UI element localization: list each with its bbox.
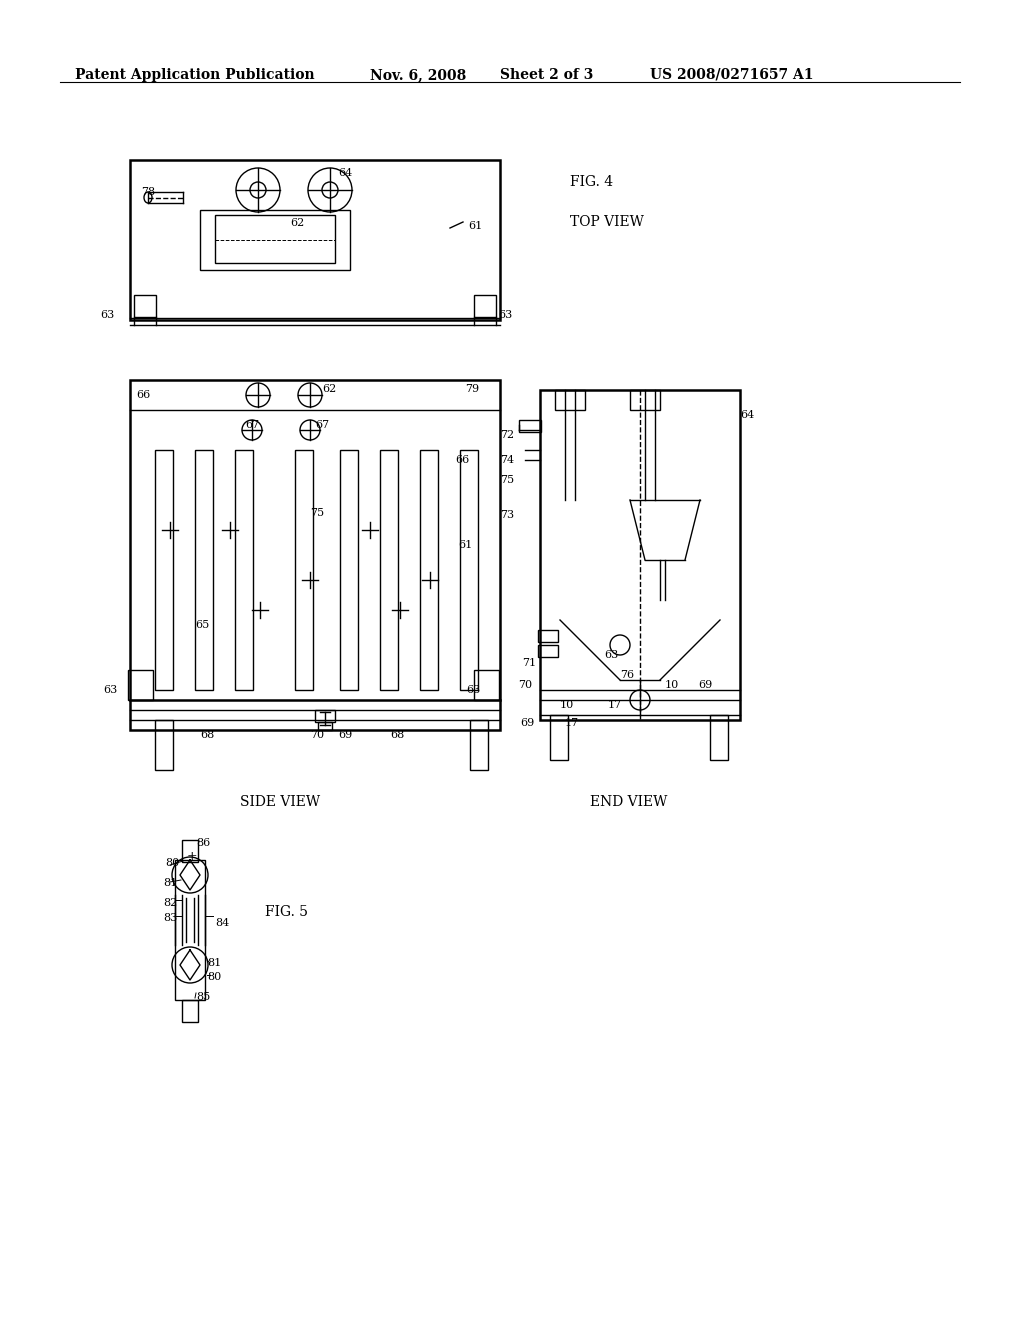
Bar xyxy=(420,450,438,690)
Text: 67: 67 xyxy=(245,420,259,430)
Text: SIDE VIEW: SIDE VIEW xyxy=(240,795,321,809)
Text: 64: 64 xyxy=(740,411,755,420)
Text: 79: 79 xyxy=(465,384,479,393)
Text: 81: 81 xyxy=(207,958,221,968)
Bar xyxy=(550,715,568,760)
Bar xyxy=(474,294,496,317)
Text: +: + xyxy=(187,850,198,863)
Bar xyxy=(474,671,499,700)
Text: 61: 61 xyxy=(468,220,482,231)
Text: 81: 81 xyxy=(163,878,177,888)
Bar xyxy=(215,215,335,263)
Text: TOP VIEW: TOP VIEW xyxy=(570,215,644,228)
Text: Patent Application Publication: Patent Application Publication xyxy=(75,69,314,82)
Bar xyxy=(340,450,358,690)
Text: 61: 61 xyxy=(458,540,472,550)
Bar xyxy=(555,389,585,411)
Text: 63: 63 xyxy=(103,685,118,696)
Bar xyxy=(519,420,541,432)
Bar xyxy=(318,722,332,730)
Text: US 2008/0271657 A1: US 2008/0271657 A1 xyxy=(650,69,813,82)
Bar xyxy=(538,645,558,657)
Text: 66: 66 xyxy=(136,389,151,400)
Text: Sheet 2 of 3: Sheet 2 of 3 xyxy=(500,69,593,82)
Text: 65: 65 xyxy=(195,620,209,630)
Bar xyxy=(155,719,173,770)
Bar xyxy=(710,715,728,760)
Bar xyxy=(380,450,398,690)
Text: 62: 62 xyxy=(322,384,336,393)
Bar xyxy=(460,450,478,690)
Text: 82: 82 xyxy=(163,898,177,908)
Bar xyxy=(234,450,253,690)
Text: 17: 17 xyxy=(608,700,623,710)
Text: 85: 85 xyxy=(196,993,210,1002)
Bar xyxy=(200,210,350,271)
Bar xyxy=(538,630,558,642)
Text: 70: 70 xyxy=(310,730,325,741)
Text: 74: 74 xyxy=(500,455,514,465)
Text: 10: 10 xyxy=(665,680,679,690)
Text: 80: 80 xyxy=(207,972,221,982)
Text: 64: 64 xyxy=(338,168,352,178)
Bar xyxy=(130,380,500,730)
Text: 72: 72 xyxy=(500,430,514,440)
Text: 68: 68 xyxy=(390,730,404,741)
Text: 63: 63 xyxy=(100,310,115,319)
Text: 76: 76 xyxy=(620,671,634,680)
Text: 70: 70 xyxy=(518,680,532,690)
Text: 69: 69 xyxy=(698,680,713,690)
Text: FIG. 5: FIG. 5 xyxy=(265,906,308,919)
Bar xyxy=(134,294,156,317)
Text: FIG. 4: FIG. 4 xyxy=(570,176,613,189)
Text: Nov. 6, 2008: Nov. 6, 2008 xyxy=(370,69,466,82)
Bar xyxy=(175,861,205,1001)
Text: 69: 69 xyxy=(520,718,535,729)
Text: 69: 69 xyxy=(338,730,352,741)
Text: 63: 63 xyxy=(604,649,618,660)
Text: 67: 67 xyxy=(315,420,329,430)
Bar xyxy=(630,389,660,411)
Text: 71: 71 xyxy=(522,657,537,668)
Bar xyxy=(540,389,740,719)
Text: 68: 68 xyxy=(200,730,214,741)
Text: 63: 63 xyxy=(498,310,512,319)
Bar xyxy=(128,671,153,700)
Text: 17: 17 xyxy=(565,718,580,729)
Text: 84: 84 xyxy=(215,917,229,928)
Bar xyxy=(130,160,500,319)
Text: 86: 86 xyxy=(196,838,210,847)
Bar xyxy=(295,450,313,690)
Text: 75: 75 xyxy=(500,475,514,484)
Text: 66: 66 xyxy=(455,455,469,465)
Bar xyxy=(470,719,488,770)
Text: 73: 73 xyxy=(500,510,514,520)
Bar xyxy=(315,710,335,722)
Bar xyxy=(195,450,213,690)
Text: 80: 80 xyxy=(165,858,179,869)
Text: END VIEW: END VIEW xyxy=(590,795,668,809)
Text: 75: 75 xyxy=(310,508,325,517)
Ellipse shape xyxy=(144,191,152,203)
Text: 78: 78 xyxy=(141,187,155,197)
Text: 10: 10 xyxy=(560,700,574,710)
Text: 63: 63 xyxy=(466,685,480,696)
Text: 62: 62 xyxy=(290,218,304,228)
Bar xyxy=(182,1001,198,1022)
Bar xyxy=(155,450,173,690)
Text: 83: 83 xyxy=(163,913,177,923)
Bar xyxy=(182,840,198,862)
